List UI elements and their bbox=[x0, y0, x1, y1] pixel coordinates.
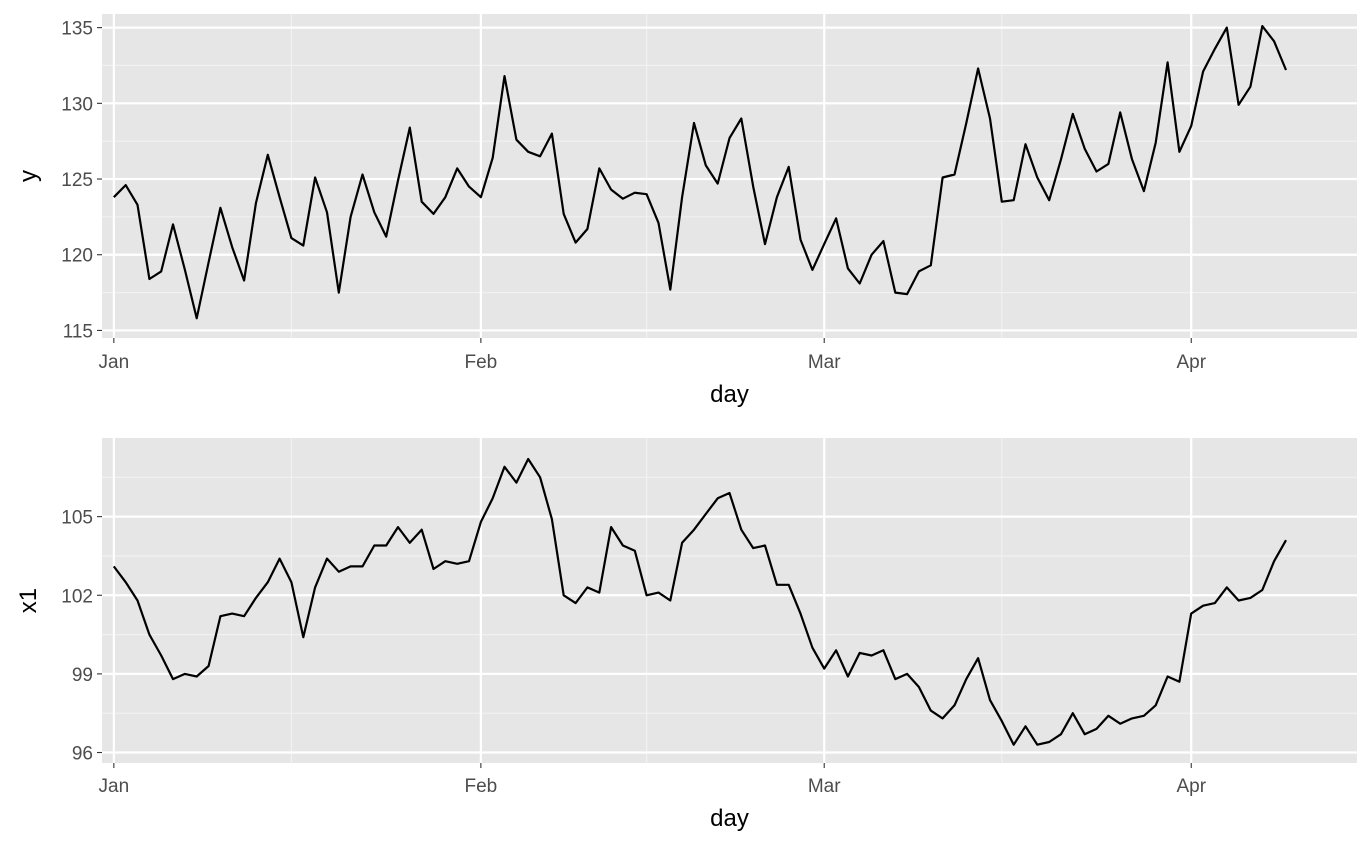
series-line-x1 bbox=[112, 457, 1287, 746]
x-tick-label: Mar bbox=[808, 776, 841, 797]
x-tick-label: Mar bbox=[808, 352, 841, 373]
x-tick-label: Jan bbox=[99, 352, 130, 373]
panel-2: 96 99 102 105 Jan Feb Mar Apr day x1 bbox=[15, 438, 1357, 832]
y-tick-label: 130 bbox=[61, 94, 93, 115]
panel-1: 115 120 125 130 135 Jan Feb Mar Apr day y bbox=[15, 14, 1357, 408]
plot-panel-background bbox=[102, 14, 1357, 338]
series-line-y bbox=[113, 25, 1288, 320]
x-tick-label: Apr bbox=[1176, 776, 1206, 797]
y-tick-label: 120 bbox=[61, 246, 93, 267]
y-tick-label: 135 bbox=[61, 19, 93, 40]
y-tick-label: 115 bbox=[63, 321, 93, 342]
y-tick-label: 102 bbox=[61, 586, 93, 607]
x-tick-label: Feb bbox=[464, 776, 497, 797]
x-tick-label: Feb bbox=[464, 352, 497, 373]
x-axis-title: day bbox=[710, 381, 749, 408]
x-tick-label: Jan bbox=[99, 776, 130, 797]
y-tick-label: 105 bbox=[61, 508, 93, 529]
y-tick-label: 125 bbox=[61, 170, 93, 191]
y-tick-label: 99 bbox=[72, 665, 93, 686]
y-tick-label: 96 bbox=[72, 744, 93, 765]
x-tick-label: Apr bbox=[1176, 352, 1206, 373]
y-axis-title: x1 bbox=[15, 588, 42, 613]
x-axis-title: day bbox=[710, 805, 749, 832]
plot-panel-background bbox=[102, 438, 1357, 763]
y-axis-title: y bbox=[15, 170, 42, 182]
